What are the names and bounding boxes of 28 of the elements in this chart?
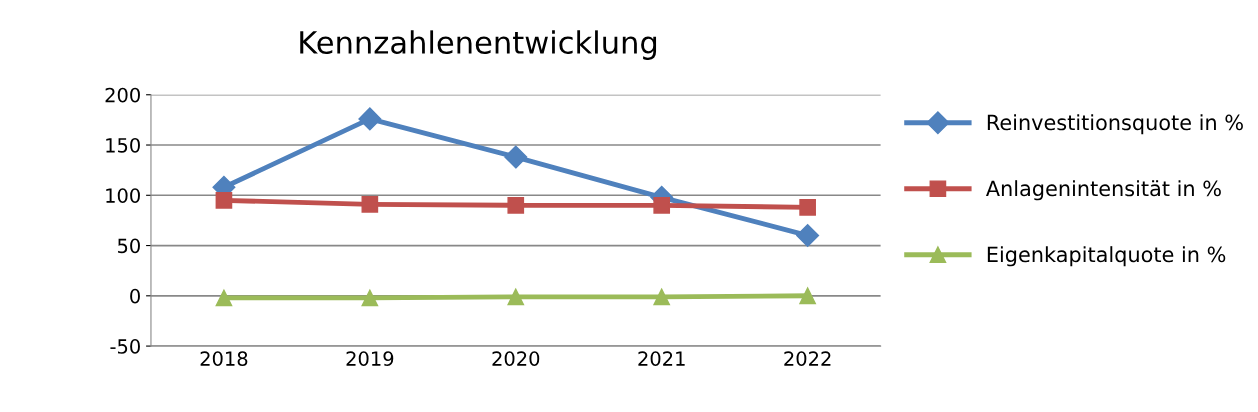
point bbox=[358, 107, 382, 131]
legend-label: Reinvestitionsquote in % bbox=[987, 114, 1243, 135]
chart-title: Kennzahlenentwicklung bbox=[300, 30, 657, 60]
y-tick-label: 200 bbox=[105, 87, 140, 103]
point bbox=[799, 199, 816, 216]
point bbox=[653, 288, 671, 306]
x-tick-label: 2022 bbox=[784, 351, 831, 366]
legend-label: Anlagenintensität in % bbox=[985, 180, 1221, 201]
point bbox=[796, 224, 820, 247]
point bbox=[361, 289, 379, 307]
y-tick-label: 150 bbox=[106, 137, 140, 153]
y-tick-label: 50 bbox=[118, 238, 140, 254]
point bbox=[361, 196, 379, 213]
y-tick-label: 100 bbox=[106, 188, 140, 203]
point bbox=[799, 287, 816, 305]
x-tick-label: 2020 bbox=[492, 351, 540, 366]
point bbox=[215, 191, 233, 209]
point bbox=[504, 145, 528, 169]
x-tick-label: 2019 bbox=[346, 351, 394, 366]
x-tick-label: 2018 bbox=[200, 351, 248, 366]
x-tick-label: 2021 bbox=[638, 351, 685, 366]
point bbox=[215, 289, 233, 307]
point bbox=[507, 197, 525, 214]
point bbox=[653, 197, 671, 214]
y-tick-label: 0 bbox=[130, 288, 140, 304]
y-tick-label: -50 bbox=[110, 339, 140, 354]
legend-label: Eigenkapitalquote in % bbox=[987, 246, 1226, 267]
point bbox=[507, 288, 525, 306]
